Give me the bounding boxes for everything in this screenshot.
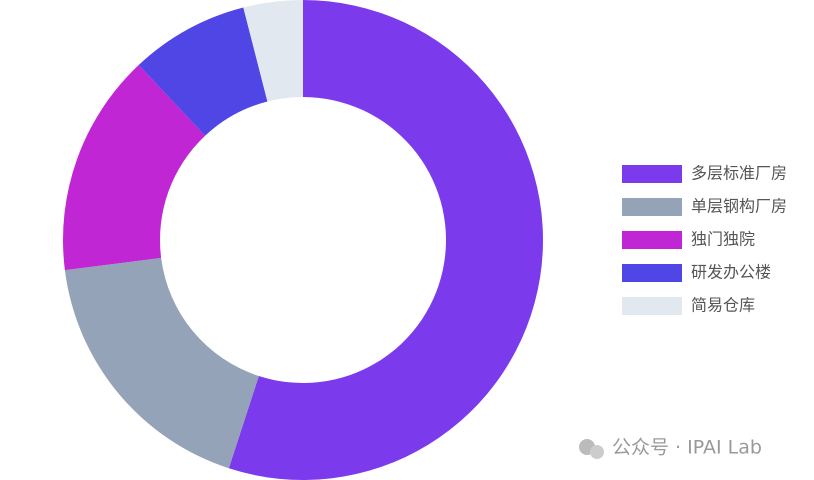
legend-swatch <box>622 231 682 249</box>
legend-swatch <box>622 264 682 282</box>
slice <box>138 7 268 136</box>
slice <box>243 0 303 102</box>
legend-label: 独门独院 <box>691 230 755 249</box>
slice <box>63 65 206 271</box>
legend-label: 多层标准厂房 <box>691 164 787 183</box>
legend-swatch <box>622 198 682 216</box>
legend-label: 研发办公楼 <box>691 263 771 282</box>
slice <box>64 257 259 469</box>
watermark-text: 公众号 · IPAI Lab <box>612 437 762 459</box>
watermark-icon <box>590 445 604 459</box>
watermark: 公众号 · IPAI Lab <box>579 437 762 459</box>
legend-swatch <box>622 165 682 183</box>
slice <box>228 0 544 480</box>
legend-swatch <box>622 297 682 315</box>
legend-label: 简易仓库 <box>691 296 755 315</box>
legend-label: 单层钢构厂房 <box>691 197 787 216</box>
